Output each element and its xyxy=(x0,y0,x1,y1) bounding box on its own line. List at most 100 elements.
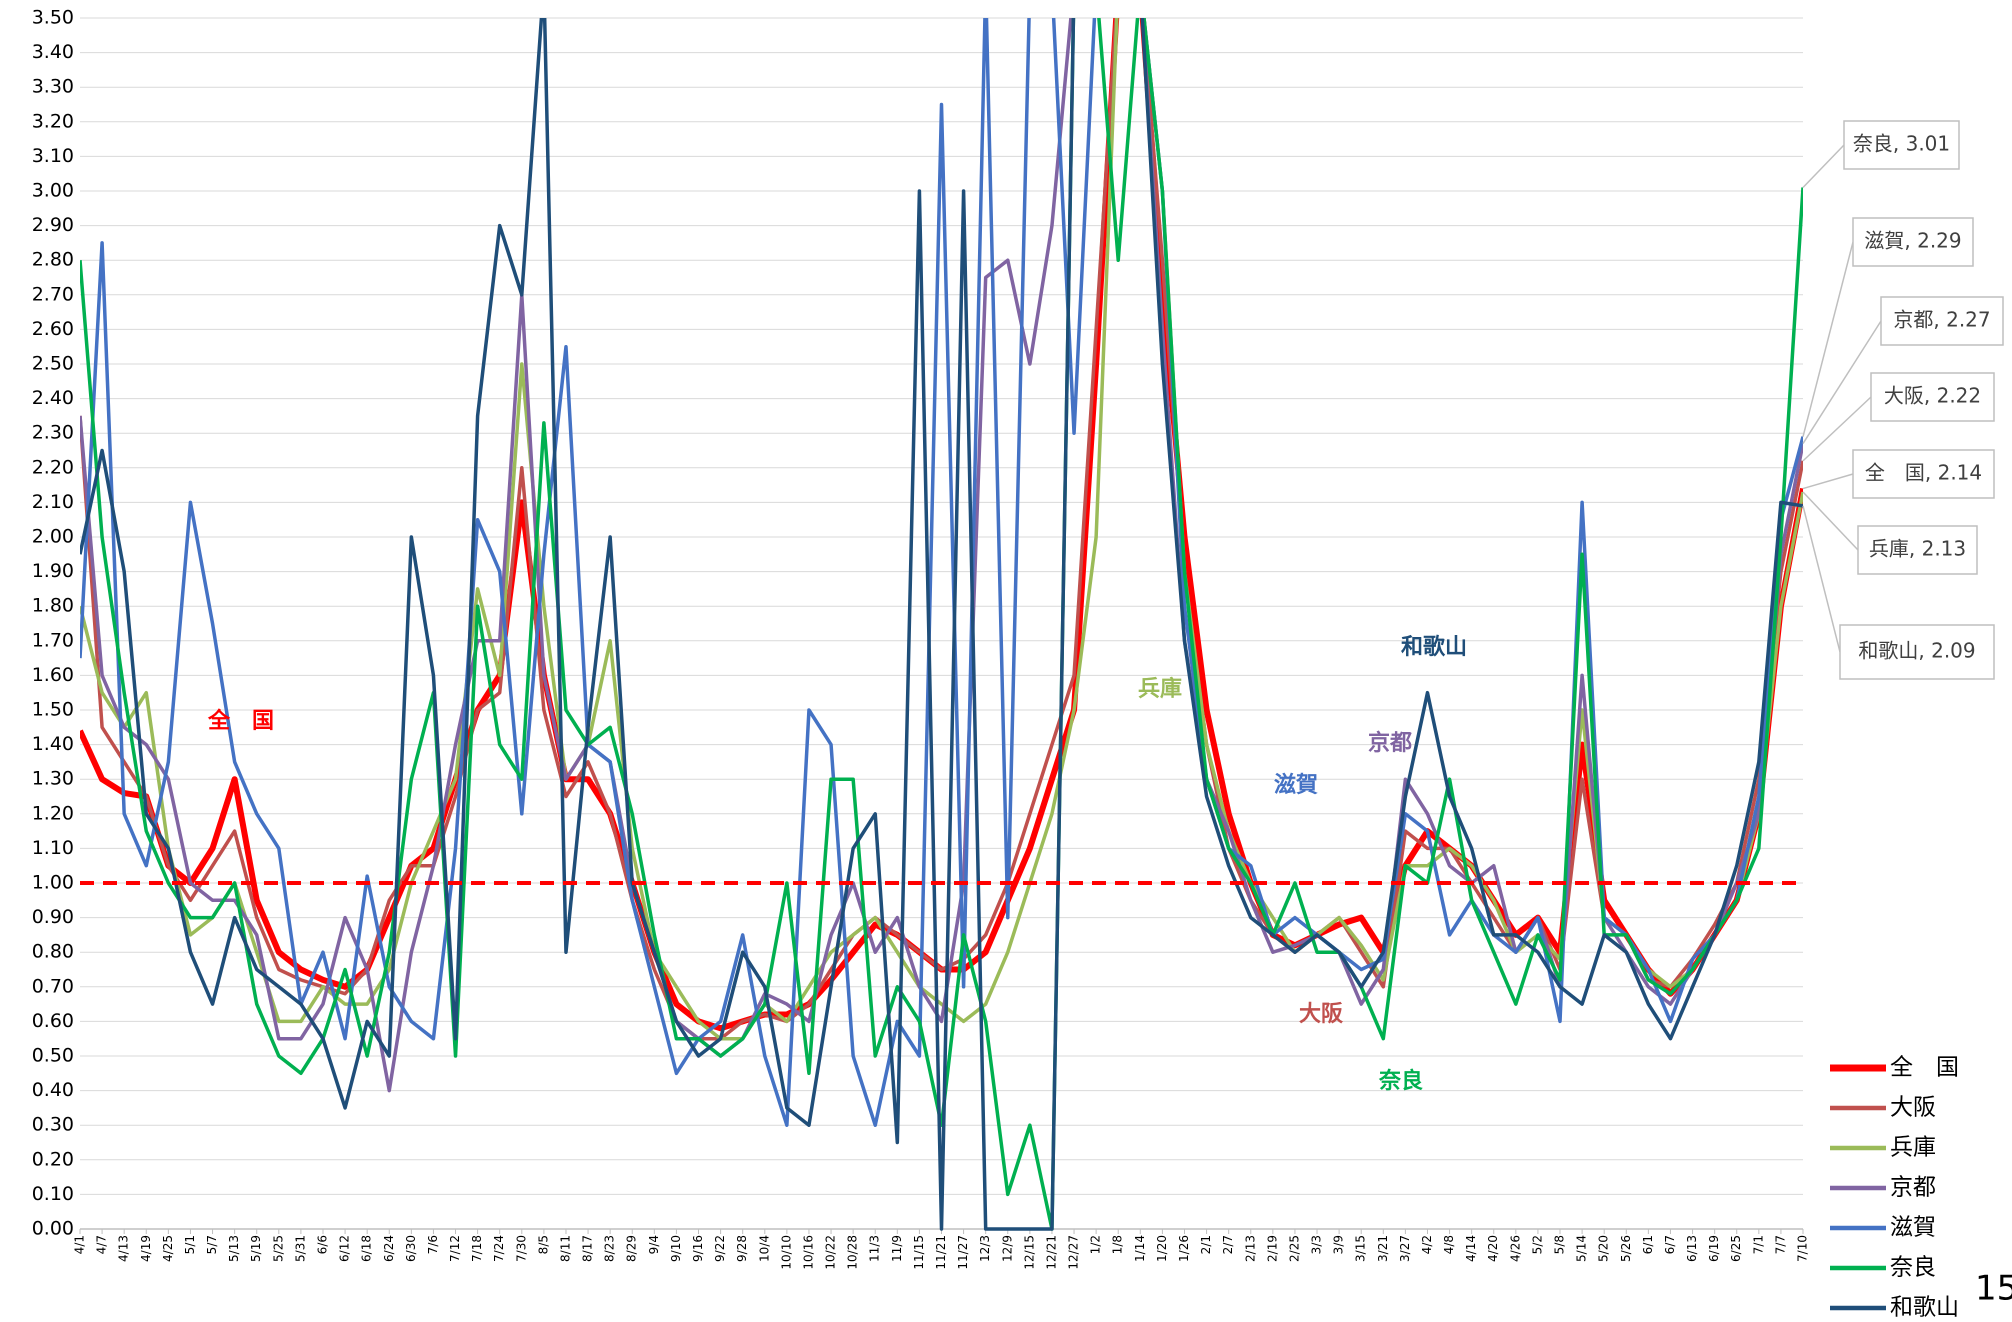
y-tick-label: 2.60 xyxy=(32,318,74,340)
series-line xyxy=(80,18,1803,1231)
x-tick-label: 6/18 xyxy=(360,1235,374,1262)
callout-leader xyxy=(1802,144,1845,189)
plot-area xyxy=(80,18,1803,1231)
x-tick-label: 7/7 xyxy=(1773,1235,1787,1254)
x-tick-label: 4/19 xyxy=(139,1235,153,1262)
y-tick-label: 2.80 xyxy=(32,249,74,271)
y-tick-label: 3.40 xyxy=(32,41,74,63)
x-tick-label: 1/26 xyxy=(1177,1235,1191,1262)
x-tick-label: 3/3 xyxy=(1310,1235,1324,1254)
y-tick-label: 0.20 xyxy=(32,1148,74,1170)
callout-box xyxy=(1870,372,1995,422)
series-label: 大阪 xyxy=(1299,1002,1343,1027)
series-label: 京都 xyxy=(1368,730,1412,756)
callout-leader xyxy=(1802,491,1859,551)
x-tick-label: 2/1 xyxy=(1199,1235,1213,1254)
x-tick-label: 5/8 xyxy=(1553,1235,1567,1254)
callout-label: 和歌山, 2.09 xyxy=(1858,639,1975,663)
x-tick-label: 3/15 xyxy=(1354,1235,1368,1262)
x-tick-label: 9/10 xyxy=(669,1235,683,1262)
y-tick-label: 3.20 xyxy=(32,110,74,132)
y-tick-label: 0.00 xyxy=(32,1218,74,1240)
x-tick-label: 4/1 xyxy=(73,1235,87,1254)
x-tick-label: 7/6 xyxy=(426,1235,440,1254)
x-tick-label: 4/20 xyxy=(1486,1235,1500,1262)
callout-leader xyxy=(1802,241,1854,437)
y-tick-label: 2.90 xyxy=(32,214,74,236)
y-tick-label: 1.40 xyxy=(32,733,74,755)
x-tick-label: 5/19 xyxy=(249,1235,263,1262)
x-tick-label: 12/9 xyxy=(1000,1235,1014,1262)
y-tick-label: 1.20 xyxy=(32,802,74,824)
x-tick-label: 9/22 xyxy=(713,1235,727,1262)
y-tick-label: 1.00 xyxy=(32,872,74,894)
y-tick-label: 0.30 xyxy=(32,1114,74,1136)
x-tick-label: 5/26 xyxy=(1619,1235,1633,1262)
y-tick-label: 0.10 xyxy=(32,1183,74,1205)
callout-leader xyxy=(1802,320,1882,444)
x-tick-label: 5/20 xyxy=(1597,1235,1611,1262)
x-tick-label: 4/13 xyxy=(117,1235,131,1262)
y-tick-label: 2.70 xyxy=(32,283,74,305)
x-tick-label: 10/28 xyxy=(846,1235,860,1270)
y-tick-label: 3.10 xyxy=(32,145,74,167)
series-line xyxy=(80,18,1803,1231)
x-tick-label: 11/9 xyxy=(890,1235,904,1262)
x-tick-label: 5/13 xyxy=(227,1235,241,1262)
y-tick-label: 0.90 xyxy=(32,906,74,928)
x-tick-label: 11/15 xyxy=(912,1235,926,1270)
y-tick-label: 1.10 xyxy=(32,837,74,859)
y-tick-label: 2.40 xyxy=(32,387,74,409)
x-tick-label: 1/2 xyxy=(1089,1235,1103,1254)
callout-label: 大阪, 2.22 xyxy=(1884,384,1981,408)
callout-label: 滋賀, 2.29 xyxy=(1864,229,1961,253)
y-tick-label: 3.30 xyxy=(32,76,74,98)
y-tick-label: 0.50 xyxy=(32,1045,74,1067)
callout-label: 全 国, 2.14 xyxy=(1865,461,1982,485)
x-tick-label: 5/31 xyxy=(293,1235,307,1262)
series-label: 和歌山 xyxy=(1401,634,1467,660)
x-tick-label: 7/30 xyxy=(514,1235,528,1262)
callout-box xyxy=(1857,525,1978,575)
y-tick-label: 0.80 xyxy=(32,941,74,963)
x-tick-label: 10/22 xyxy=(824,1235,838,1270)
x-tick-label: 10/16 xyxy=(801,1235,815,1270)
callout-box xyxy=(1852,217,1974,267)
y-tick-label: 1.80 xyxy=(32,595,74,617)
x-tick-label: 5/2 xyxy=(1530,1235,1544,1254)
x-tick-label: 7/18 xyxy=(470,1235,484,1262)
legend-label: 兵庫 xyxy=(1890,1135,1936,1161)
y-tick-label: 1.70 xyxy=(32,629,74,651)
callout-label: 奈良, 3.01 xyxy=(1853,132,1950,156)
x-tick-label: 11/21 xyxy=(934,1235,948,1270)
x-tick-label: 6/13 xyxy=(1685,1235,1699,1262)
x-tick-label: 7/12 xyxy=(448,1235,462,1262)
x-tick-label: 4/7 xyxy=(95,1235,109,1254)
y-tick-label: 2.00 xyxy=(32,526,74,548)
x-tick-label: 3/9 xyxy=(1332,1235,1346,1254)
x-tick-label: 12/3 xyxy=(978,1235,992,1262)
x-tick-label: 10/10 xyxy=(779,1235,793,1270)
x-tick-label: 6/19 xyxy=(1707,1235,1721,1262)
legend-label: 奈良 xyxy=(1890,1255,1936,1281)
x-tick-label: 6/1 xyxy=(1641,1235,1655,1254)
x-tick-label: 8/29 xyxy=(625,1235,639,1262)
page-number: 15 xyxy=(1975,1269,2012,1309)
y-tick-label: 2.50 xyxy=(32,353,74,375)
callout-box xyxy=(1843,120,1960,170)
x-tick-label: 12/15 xyxy=(1022,1235,1036,1270)
x-tick-label: 2/19 xyxy=(1265,1235,1279,1262)
x-tick-label: 12/21 xyxy=(1044,1235,1058,1270)
series-label: 兵庫 xyxy=(1138,676,1182,702)
y-tick-label: 0.70 xyxy=(32,975,74,997)
x-tick-label: 6/6 xyxy=(315,1235,329,1254)
y-tick-label: 1.90 xyxy=(32,560,74,582)
callout-box xyxy=(1852,449,1995,499)
x-tick-label: 5/7 xyxy=(205,1235,219,1254)
x-tick-label: 8/11 xyxy=(558,1235,572,1262)
legend-label: 京都 xyxy=(1890,1175,1936,1201)
y-tick-label: 2.20 xyxy=(32,456,74,478)
y-tick-label: 2.10 xyxy=(32,491,74,513)
y-tick-label: 0.40 xyxy=(32,1079,74,1101)
